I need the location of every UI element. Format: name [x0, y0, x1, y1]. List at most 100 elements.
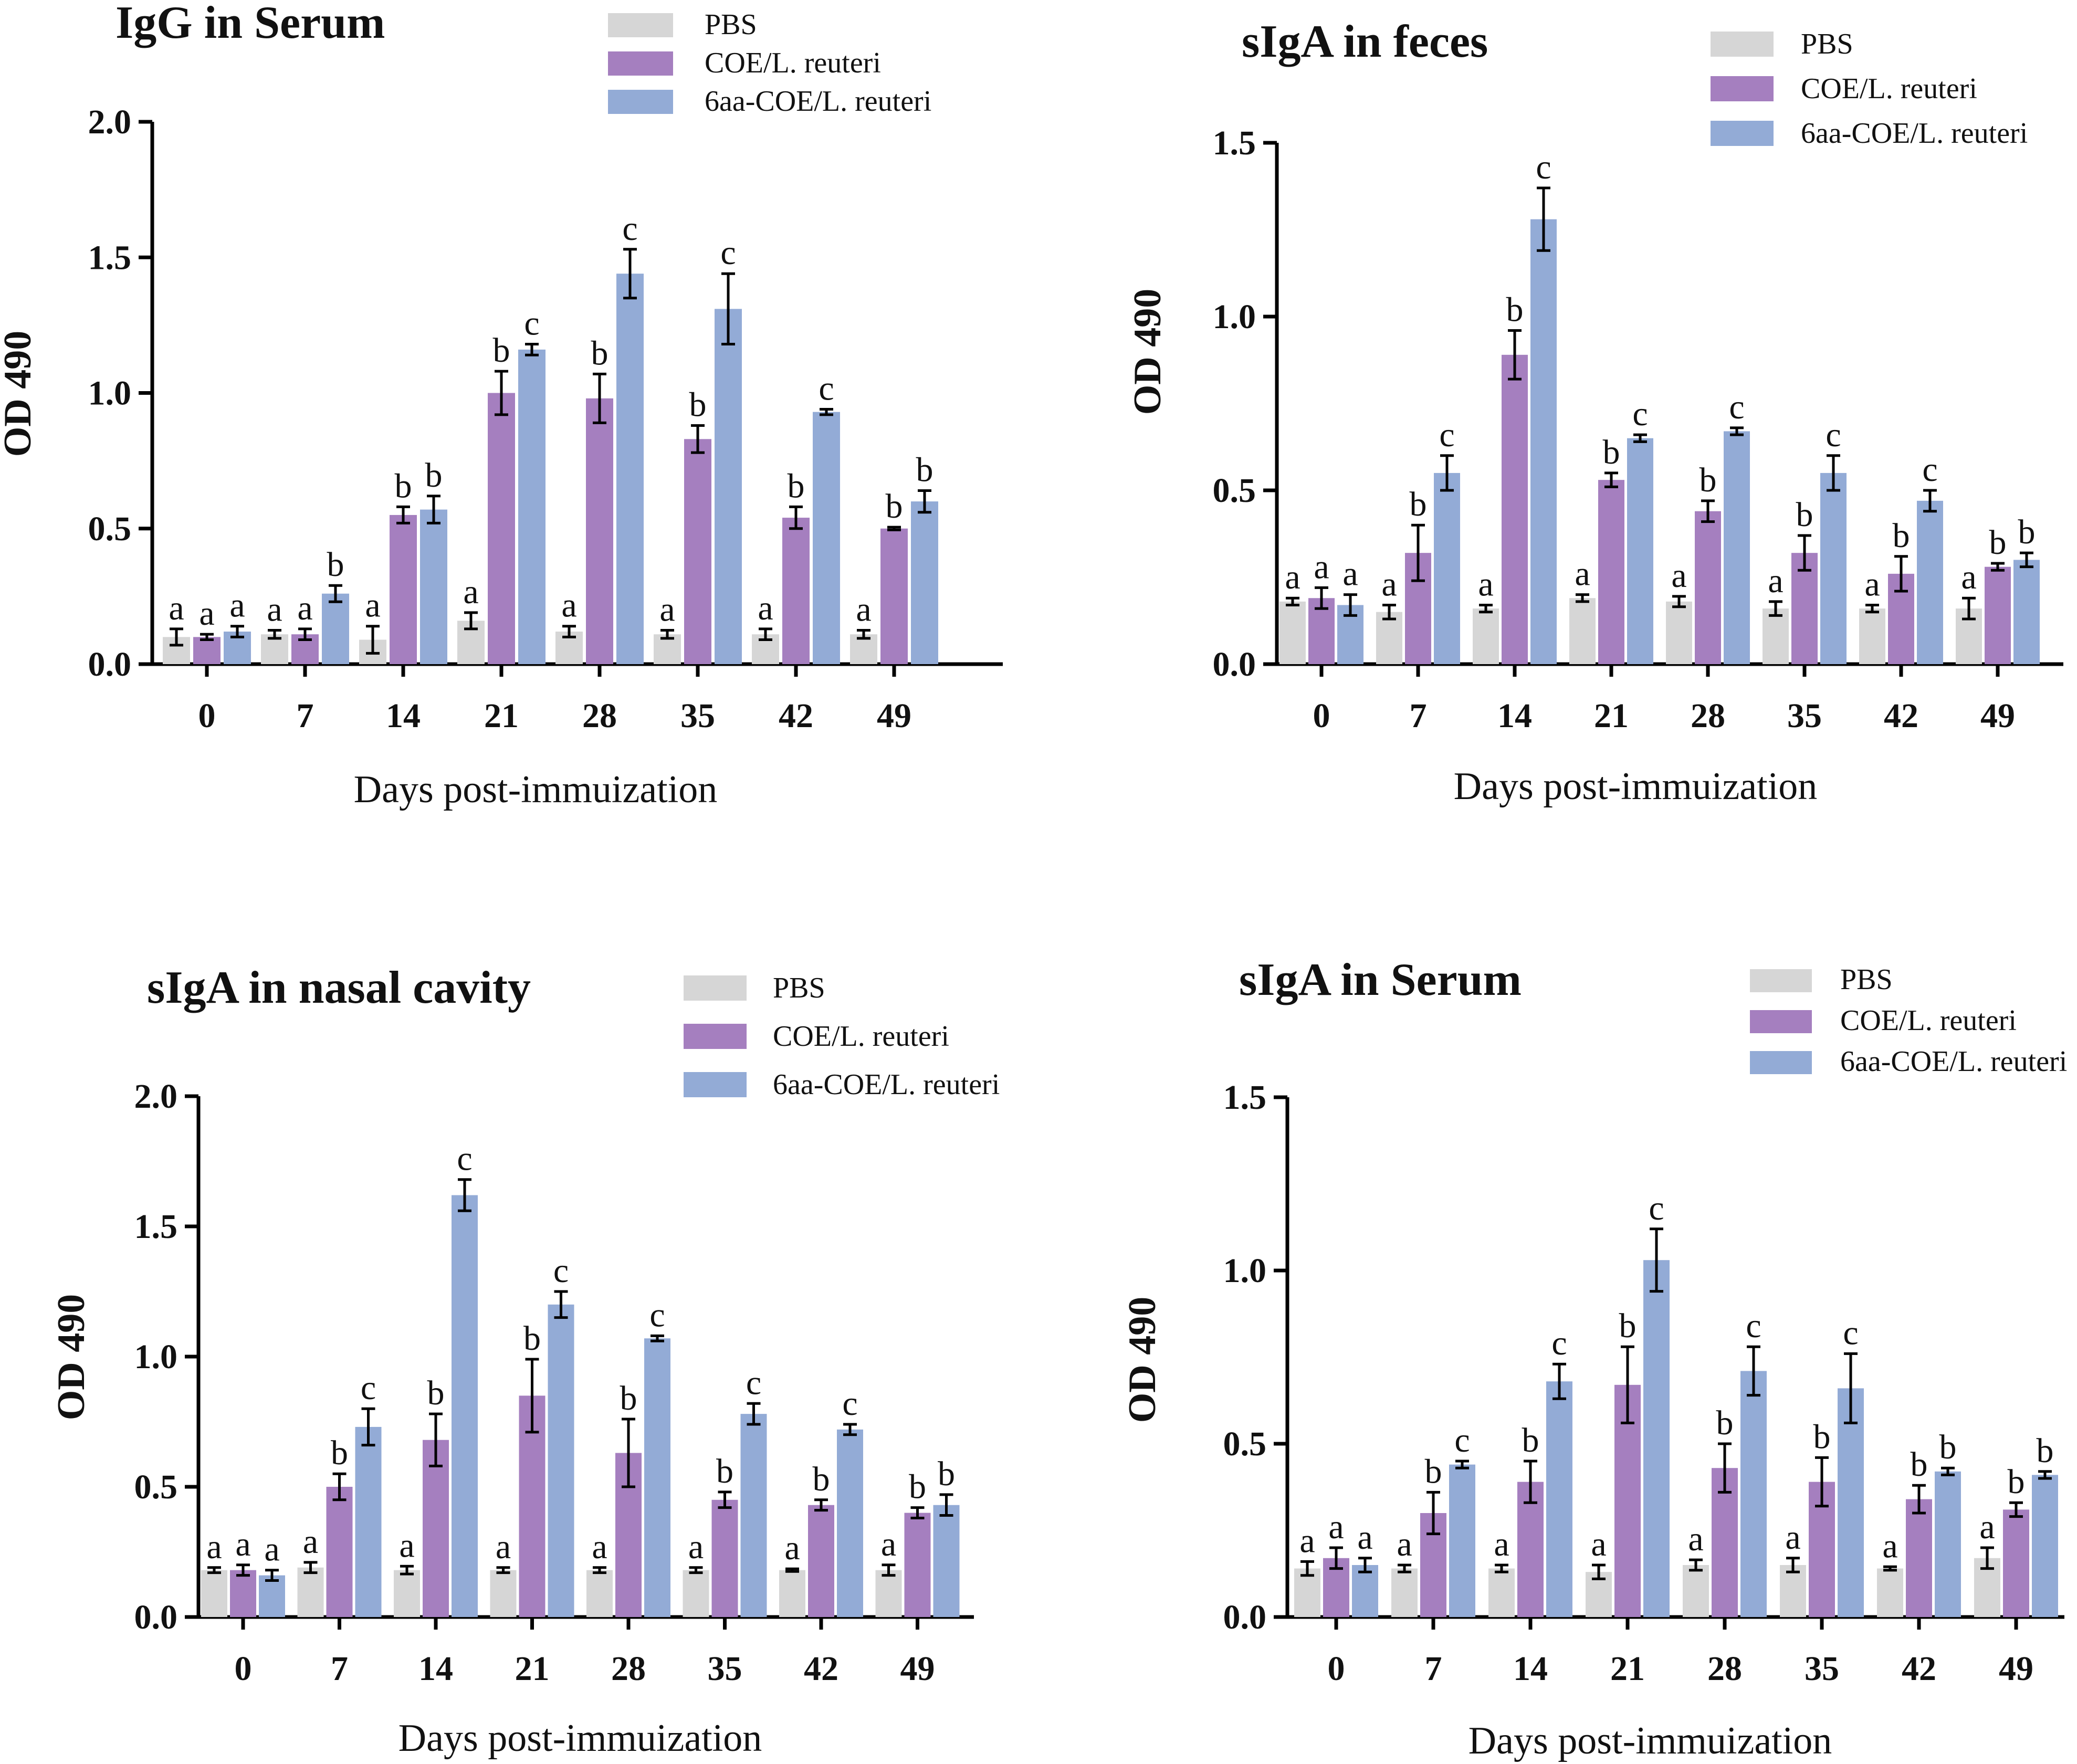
significance-label: c	[1729, 388, 1744, 426]
x-tick-label: 0	[1313, 697, 1330, 735]
x-tick-label: 28	[582, 697, 617, 735]
x-tick-label: 35	[680, 697, 715, 735]
legend-swatch	[684, 1024, 747, 1049]
bar	[683, 1570, 709, 1617]
significance-label: a	[1591, 1525, 1606, 1563]
x-tick-label: 7	[331, 1650, 348, 1688]
significance-label: b	[938, 1455, 955, 1493]
legend-label: 6aa-COE/L. reuteri	[1801, 117, 2028, 150]
significance-label: a	[1882, 1527, 1897, 1565]
significance-label: a	[1688, 1520, 1703, 1558]
legend-label: 6aa-COE/L. reuteri	[773, 1068, 1000, 1101]
significance-label: a	[688, 1528, 704, 1566]
x-tick-label: 21	[484, 697, 519, 735]
significance-label: a	[496, 1528, 511, 1566]
x-tick-label: 0	[198, 697, 216, 735]
bar	[1820, 472, 1847, 664]
significance-label: b	[1603, 433, 1620, 471]
y-tick-label: 1.0	[1223, 1252, 1267, 1290]
bar	[779, 1570, 805, 1617]
significance-label: c	[524, 304, 539, 343]
significance-label: a	[659, 590, 675, 628]
significance-label: a	[264, 1530, 279, 1569]
bar	[1666, 601, 1692, 664]
bar	[1569, 598, 1596, 664]
bar	[1627, 438, 1653, 664]
bar	[904, 1513, 931, 1617]
y-axis-label: OD 490	[50, 1294, 93, 1421]
legend-swatch	[1750, 1051, 1812, 1074]
bar	[548, 1304, 574, 1617]
x-tick-label: 7	[297, 697, 314, 735]
x-tick-label: 0	[1328, 1650, 1345, 1688]
panel-siga-nasal: sIgA in nasal cavity PBS COE/L. reuteri 6a…	[50, 962, 1000, 1760]
plot-area: 0.00.51.01.50a a a7abc14abc21abc28abc35abc…	[1213, 124, 2063, 735]
bar	[1740, 1371, 1767, 1617]
legend: PBS COE/L. reuteri 6aa-COE/L. reuteri	[1711, 28, 2028, 150]
significance-label: b	[1700, 461, 1717, 499]
significance-label: b	[591, 334, 609, 372]
panel-title: IgG in Serum	[116, 0, 385, 48]
significance-label: c	[1922, 450, 1937, 489]
bar	[1352, 1565, 1378, 1617]
significance-label: a	[561, 586, 576, 625]
significance-label: b	[916, 450, 933, 489]
y-tick-label: 0.0	[1213, 645, 1256, 684]
y-tick-label: 1.0	[1213, 298, 1256, 336]
significance-label: b	[1410, 485, 1427, 523]
x-axis-label: Days post-immuization	[1468, 1719, 1832, 1762]
significance-label: a	[1314, 548, 1329, 586]
legend-swatch	[608, 13, 673, 37]
significance-label: b	[331, 1434, 348, 1472]
significance-label: a	[856, 590, 871, 628]
bar	[1724, 431, 1750, 664]
x-tick-label: 0	[235, 1650, 252, 1688]
bar	[1530, 219, 1557, 664]
bar	[711, 1499, 738, 1617]
plot-area: 0.00.51.01.52.00a a a7abc14abc21abc28abc35…	[134, 1077, 974, 1688]
bar	[1695, 511, 1721, 664]
x-axis-label: Days post-immuization	[354, 768, 718, 811]
significance-label: b	[2018, 513, 2036, 551]
significance-label: c	[819, 369, 834, 407]
significance-label: b	[1506, 290, 1524, 329]
significance-label: b	[425, 456, 443, 495]
legend-label: COE/L. reuteri	[773, 1020, 949, 1053]
bar	[2032, 1475, 2058, 1617]
bar	[201, 1570, 227, 1617]
bar	[518, 349, 546, 664]
y-tick-label: 0.0	[1223, 1598, 1267, 1636]
legend-label: PBS	[1801, 28, 1853, 60]
legend-swatch	[684, 1072, 747, 1097]
bar	[452, 1195, 478, 1617]
y-tick-label: 1.5	[134, 1208, 178, 1246]
bar	[394, 1570, 420, 1617]
significance-label: c	[1454, 1421, 1470, 1460]
significance-label: a	[1328, 1508, 1344, 1546]
significance-label: a	[267, 590, 282, 628]
bar	[326, 1487, 353, 1617]
bar	[1780, 1565, 1806, 1617]
bar	[1877, 1568, 1903, 1617]
significance-label: b	[1796, 496, 1813, 534]
significance-label: a	[1494, 1525, 1509, 1563]
y-axis-label: OD 490	[1121, 1297, 1164, 1423]
bar	[1906, 1499, 1932, 1617]
x-tick-label: 35	[708, 1650, 742, 1688]
significance-label: b	[813, 1460, 830, 1498]
bar	[2013, 560, 2040, 664]
panel-title: sIgA in Serum	[1239, 954, 1522, 1005]
bar	[813, 412, 840, 664]
significance-label: a	[1478, 565, 1493, 603]
significance-label: a	[1342, 555, 1358, 593]
significance-label: c	[622, 209, 637, 248]
y-axis-label: OD 490	[0, 331, 39, 457]
x-tick-label: 28	[1707, 1650, 1742, 1688]
significance-label: a	[1768, 562, 1783, 600]
bar	[420, 509, 447, 664]
significance-label: a	[758, 589, 773, 627]
significance-label: a	[1785, 1518, 1800, 1557]
significance-label: a	[1285, 558, 1300, 596]
significance-label: b	[1939, 1428, 1957, 1466]
bar	[1488, 1568, 1515, 1617]
